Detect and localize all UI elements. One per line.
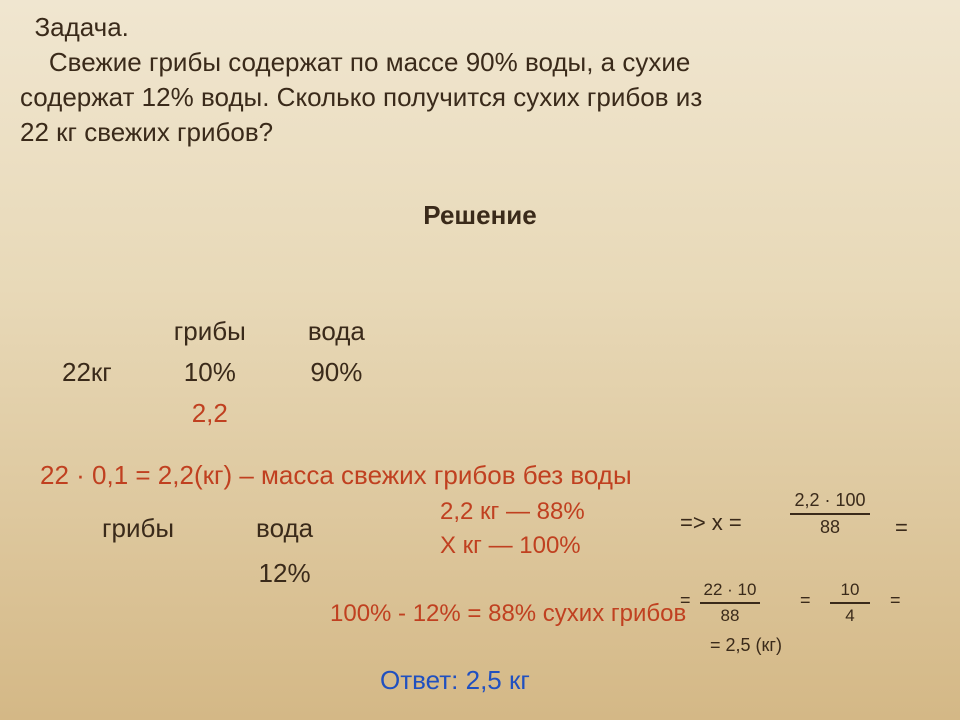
cell2-water-pct: 12% <box>216 552 353 595</box>
equals2a: = <box>680 590 691 611</box>
cell-dry-mass: 2,2 <box>144 394 276 433</box>
solution-heading: Решение <box>0 200 960 231</box>
prop-line1: 2,2 кг — 88% <box>440 498 585 525</box>
problem-line1: Свежие грибы содержат по массе 90% воды,… <box>49 47 690 77</box>
dry-mushroom-table: грибы вода 12% <box>60 505 355 597</box>
row-weight: 22кг <box>32 353 142 392</box>
col2-water: вода <box>216 507 353 550</box>
prop-line2: Х кг — 100% <box>440 532 581 559</box>
col-water: вода <box>278 312 395 351</box>
cell-dry-pct: 10% <box>144 353 276 392</box>
frac1-num: 2,2 · 100 <box>790 490 870 511</box>
problem-title: Задача. <box>34 12 128 42</box>
problem-statement: Задача. Свежие грибы содержат по массе 9… <box>20 10 940 150</box>
step1-calc: 22 · 0,1 = 2,2(кг) – масса свежих грибов… <box>40 460 632 491</box>
col2-mushrooms: грибы <box>62 507 214 550</box>
frac3-line <box>830 602 870 604</box>
step2-calc: 100% - 12% = 88% сухих грибов <box>330 600 686 628</box>
frac1-den: 88 <box>790 517 870 538</box>
frac1-line <box>790 513 870 515</box>
fraction1: 2,2 · 100 88 <box>790 490 870 538</box>
frac2-num: 22 · 10 <box>700 580 760 600</box>
frac3-num: 10 <box>830 580 870 600</box>
frac3-den: 4 <box>830 606 870 626</box>
frac2-line <box>700 602 760 604</box>
problem-line3: 22 кг свежих грибов? <box>20 117 273 147</box>
frac2-den: 88 <box>700 606 760 626</box>
col-mushrooms: грибы <box>144 312 276 351</box>
fraction2: 22 · 10 88 <box>700 580 760 626</box>
implies-x: => x = <box>680 510 742 536</box>
final-result: = 2,5 (кг) <box>710 635 782 656</box>
fraction3: 10 4 <box>830 580 870 626</box>
cell-water-pct: 90% <box>278 353 395 392</box>
equals2b: = <box>800 590 811 611</box>
equals2c: = <box>890 590 901 611</box>
answer-text: Ответ: 2,5 кг <box>380 665 530 696</box>
equals1: = <box>895 515 908 541</box>
problem-line2: содержат 12% воды. Сколько получится сух… <box>20 82 702 112</box>
proportion-block: 2,2 кг — 88% Х кг — 100% <box>440 495 585 562</box>
fresh-mushroom-table: грибы вода 22кг 10% 90% 2,2 <box>30 310 397 435</box>
